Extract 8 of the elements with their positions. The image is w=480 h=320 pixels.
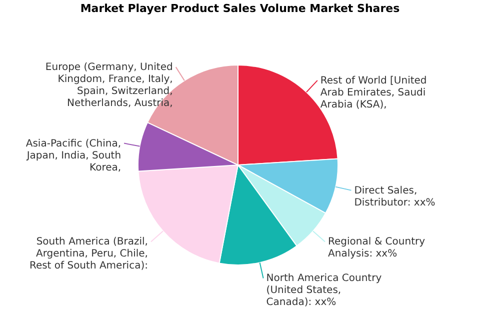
slice-label: Europe (Germany, United Kingdom, France, Italy, Spain, Switzerland, Netherlands, Austria, — [45, 62, 173, 110]
slice-label: Rest of World [United Arab Emirates, Saudi Arabia (KSA), — [320, 75, 427, 110]
slice-label: Direct Sales, Distributor: xx% — [354, 185, 436, 208]
chart-title: Market Player Product Sales Volume Market Shares — [80, 2, 400, 15]
slice-label: Asia-Pacific (China, Japan, India, South Korea, — [26, 138, 122, 174]
slice-label: Regional & Country Analysis: xx% — [328, 236, 426, 260]
slice-label: North America Country (United States, Canada): xx% — [266, 273, 382, 308]
slice-label: South America (Brazil, Argentina, Peru, Chile, Rest of South America): — [29, 236, 148, 272]
